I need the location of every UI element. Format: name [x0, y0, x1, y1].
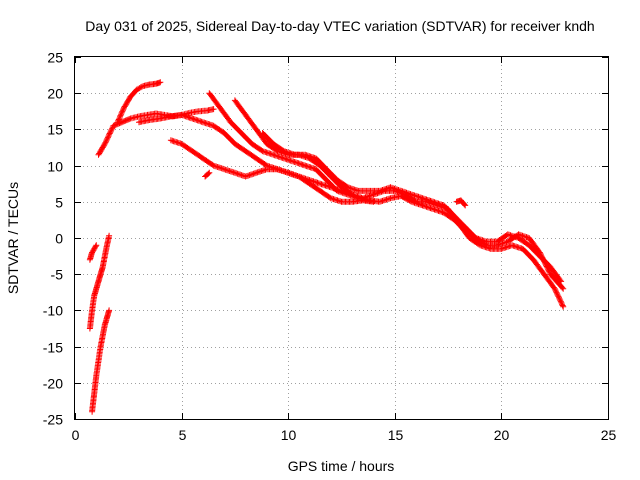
y-tick-label: -5: [51, 267, 64, 283]
series-markers: [86, 242, 100, 263]
series-track-e: [114, 79, 164, 126]
data-points: [86, 79, 567, 415]
series-markers: [114, 79, 164, 126]
plot-frame: [74, 56, 609, 420]
y-tick-label: 0: [55, 231, 63, 247]
series-markers: [453, 197, 469, 209]
y-tick-label: 5: [55, 195, 63, 211]
series-markers: [86, 232, 113, 332]
y-tick-label: -10: [43, 303, 63, 319]
y-tick-label: -25: [43, 412, 63, 428]
x-tick-label: 10: [281, 427, 297, 443]
y-tick-label: -15: [43, 340, 63, 356]
x-tick-label: 0: [72, 427, 80, 443]
series-track-l: [202, 169, 213, 180]
x-axis-title: GPS time / hours: [288, 458, 395, 474]
series-track-j: [259, 130, 567, 292]
series-markers: [259, 130, 567, 292]
y-tick-label: 15: [47, 122, 63, 138]
x-tick-label: 15: [388, 427, 404, 443]
x-tick-label: 5: [179, 427, 187, 443]
series-track-g: [167, 137, 377, 205]
axis-ticks: [75, 57, 609, 420]
y-tick-label: 25: [47, 50, 63, 66]
series-track-b: [86, 232, 113, 332]
y-tick-label: 20: [47, 86, 63, 102]
series-track-c: [89, 307, 113, 415]
series-markers: [136, 111, 356, 198]
series-markers: [167, 137, 377, 205]
series-markers: [202, 169, 213, 180]
x-tick-label: 25: [601, 427, 617, 443]
series-track-d: [95, 106, 217, 158]
series-track-k: [453, 197, 469, 209]
x-tick-labels: 0 5 10 15 20 25: [72, 427, 617, 443]
x-tick-label: 20: [494, 427, 510, 443]
series-markers: [89, 307, 113, 415]
y-tick-label: -20: [43, 376, 63, 392]
chart-title: Day 031 of 2025, Sidereal Day-to-day VTE…: [85, 18, 594, 34]
y-axis-title: SDTVAR / TECUs: [5, 182, 21, 294]
y-tick-label: 10: [47, 159, 63, 175]
grid: [75, 57, 608, 419]
series-track-f: [136, 111, 356, 198]
series-track-a: [86, 242, 100, 263]
y-tick-labels: -25 -20 -15 -10 -5 0 5 10 15 20 25: [43, 50, 63, 428]
series-markers: [95, 106, 217, 158]
